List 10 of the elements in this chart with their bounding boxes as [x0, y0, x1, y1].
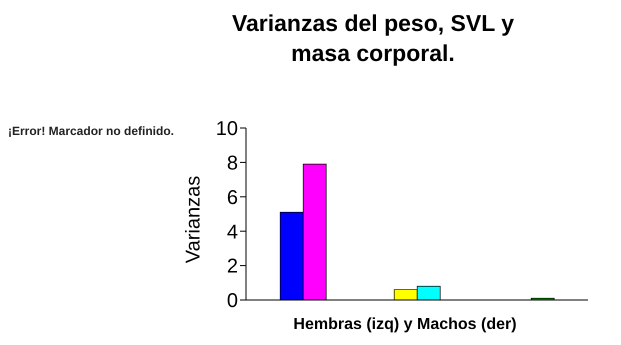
y-tick-label: 6 — [226, 186, 238, 209]
y-axis-title: Varianzas — [182, 174, 206, 266]
y-tick-label: 2 — [226, 256, 238, 278]
y-tick-label: 0 — [226, 290, 238, 312]
x-axis-title: Hembras (izq) y Machos (der) — [292, 316, 518, 334]
y-tick-label: 4 — [226, 221, 238, 244]
y-tick-label: 8 — [226, 152, 238, 174]
chart-title: Varianzas del peso, SVL y masa corporal. — [230, 9, 516, 68]
y-tick-label: 10 — [216, 118, 238, 140]
text: ¡Error! Marcador no definido. — [8, 124, 174, 138]
